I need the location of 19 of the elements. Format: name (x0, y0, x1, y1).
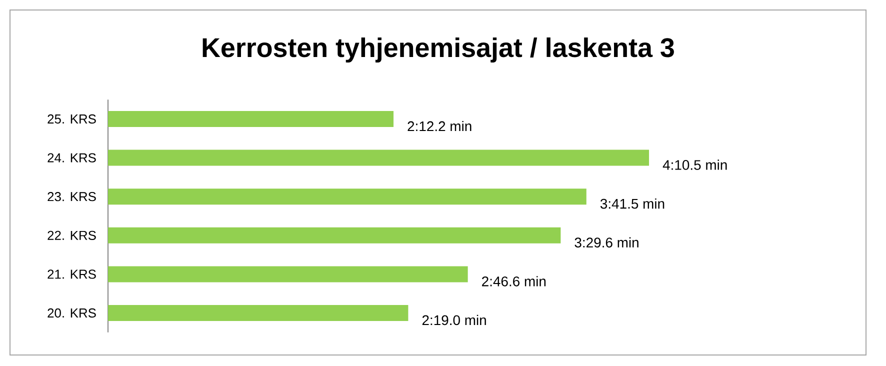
y-tick-label: 22. KRS (48, 230, 96, 240)
y-tick-label: 20. KRS (48, 308, 96, 318)
chart-title: Kerrosten tyhjenemisajat / laskenta 3 (202, 37, 674, 63)
y-tick-label: 24. KRS (48, 153, 96, 162)
data-label: 2:12.2 min (408, 120, 472, 132)
data-label: 4:10.5 min (662, 160, 727, 170)
data-label: 2:46.6 min (482, 276, 546, 286)
y-tick-label: 25. KRS (48, 114, 96, 124)
bar (108, 266, 468, 282)
data-label: 3:41.5 min (600, 198, 664, 209)
bar (108, 305, 408, 322)
data-label: 2:19.0 min (422, 314, 486, 326)
y-tick-label: 21. KRS (48, 270, 96, 279)
y-tick-label: 23. KRS (48, 192, 96, 202)
bar (108, 111, 394, 128)
bar (108, 150, 650, 166)
bar (108, 227, 561, 244)
bar (108, 188, 586, 205)
data-label: 3:29.6 min (574, 237, 638, 248)
